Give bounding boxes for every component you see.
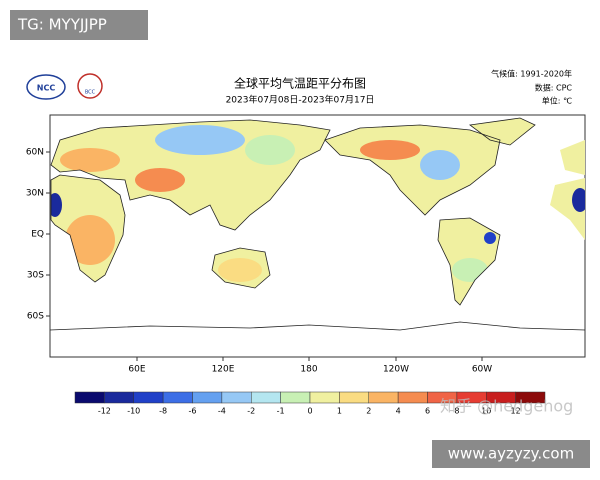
colorbar-label: -8 bbox=[159, 407, 167, 416]
colorbar-bin bbox=[280, 391, 311, 404]
logo-text: NCC bbox=[37, 84, 56, 93]
colorbar-label: 4 bbox=[396, 407, 401, 416]
colorbar-label: 0 bbox=[307, 407, 312, 416]
subtitle: 2023年07月08日-2023年07月17日 bbox=[226, 94, 375, 106]
lat-label: 60N bbox=[26, 148, 44, 158]
lat-label: 30N bbox=[26, 189, 44, 199]
lon-label: 60W bbox=[472, 365, 492, 375]
colorbar-label: -6 bbox=[189, 407, 197, 416]
colorbar-label: -4 bbox=[218, 407, 226, 416]
colorbar-label: 12 bbox=[511, 407, 521, 416]
colorbar-bin bbox=[104, 391, 134, 404]
colorbar-bin bbox=[397, 391, 428, 404]
info: 数据: CPC bbox=[535, 83, 573, 93]
tag-text: TG: MYYJJPP bbox=[17, 16, 107, 34]
colorbar-bin bbox=[133, 391, 164, 404]
colorbar-label: -12 bbox=[98, 407, 111, 416]
axes: 60N 30N EQ 30S 60S 60E 120E 180 120W 60W bbox=[26, 148, 492, 375]
colorbar-bin bbox=[368, 391, 399, 404]
lon-label: 60E bbox=[128, 365, 145, 375]
lat-label: 60S bbox=[27, 312, 44, 322]
lon-label: 120W bbox=[383, 365, 409, 375]
colorbar-bin bbox=[192, 391, 223, 404]
title: 全球平均气温距平分布图 bbox=[234, 76, 366, 91]
colorbar-bin bbox=[251, 391, 281, 404]
colorbar-bin bbox=[309, 391, 340, 404]
colorbar-bin bbox=[162, 391, 193, 404]
logo bbox=[26, 74, 66, 100]
colorbar-label: 6 bbox=[425, 407, 430, 416]
colorbar-label: 1 bbox=[337, 407, 342, 416]
colorbar-bin bbox=[74, 391, 105, 404]
colorbar-bin bbox=[221, 391, 252, 404]
tag-box bbox=[10, 10, 148, 40]
footer-text: www.ayzyzy.com bbox=[448, 445, 574, 463]
logo-text: BCC bbox=[85, 90, 96, 96]
colorbar-label: 10 bbox=[481, 407, 491, 416]
info: 单位: ℃ bbox=[542, 96, 572, 106]
colorbar: -12 -10 -8 -6 -4 -2 -1 0 1 2 4 6 8 10 12 bbox=[74, 391, 546, 416]
watermark: 知乎 @hedgehog bbox=[440, 397, 573, 416]
logo bbox=[77, 73, 103, 99]
colorbar-label: 2 bbox=[366, 407, 371, 416]
lon-label: 180 bbox=[300, 365, 317, 375]
colorbar-bin bbox=[515, 391, 546, 404]
colorbar-bin bbox=[339, 391, 369, 404]
coastlines bbox=[49, 117, 586, 331]
footer-box bbox=[432, 440, 590, 468]
colorbar-label: -1 bbox=[277, 407, 285, 416]
lat-label: EQ bbox=[31, 230, 44, 240]
colorbar-label: -10 bbox=[127, 407, 140, 416]
colorbar-label: 8 bbox=[454, 407, 459, 416]
colorbar-label: -2 bbox=[247, 407, 255, 416]
lon-label: 120E bbox=[212, 365, 235, 375]
info: 气候值: 1991-2020年 bbox=[491, 69, 572, 79]
lat-label: 30S bbox=[27, 271, 44, 281]
